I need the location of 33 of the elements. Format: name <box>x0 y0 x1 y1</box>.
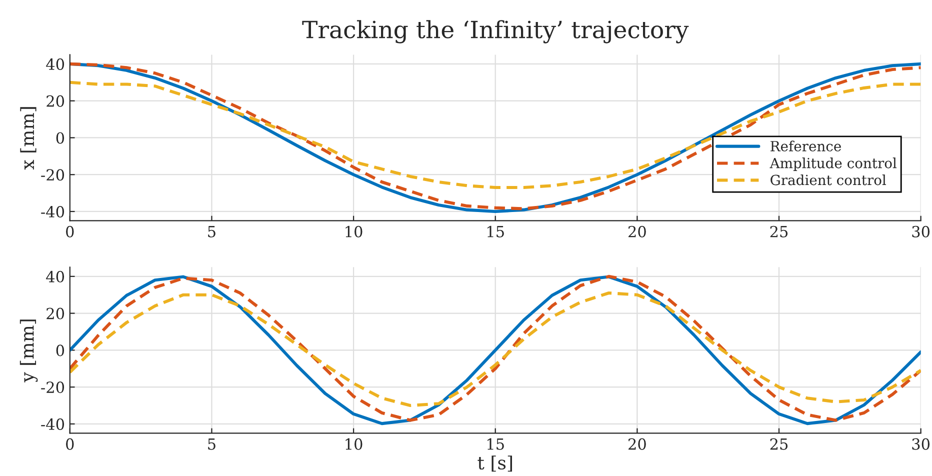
y-tick-label: 0 <box>56 344 64 356</box>
y-tick-label: 20 <box>46 95 64 107</box>
x-tick-label: 10 <box>346 438 362 450</box>
y-tick-label: 40 <box>46 270 64 282</box>
x-tick-label: 5 <box>208 226 216 238</box>
x-tick-label: 15 <box>488 226 504 238</box>
x-tick-label: 30 <box>912 438 930 450</box>
y-axis-title: y [mm] <box>20 320 38 382</box>
legend-label: Gradient control <box>770 174 886 186</box>
y-tick-label: -20 <box>41 382 64 394</box>
y-axis-title: x [mm] <box>20 107 36 170</box>
x-tick-label: 20 <box>628 226 646 238</box>
x-tick-label: 20 <box>628 438 646 450</box>
y-tick-label: -40 <box>41 206 64 218</box>
x-tick-label: 15 <box>488 438 504 450</box>
y-tick-label: -40 <box>41 418 64 430</box>
legend-label: Amplitude control <box>770 158 897 172</box>
y-tick-label: 20 <box>46 308 64 320</box>
x-axis-title: t [s] <box>478 456 512 472</box>
chart-title: Tracking the ‘Infinity’ trajectory <box>302 20 689 44</box>
line-series <box>70 291 921 408</box>
x-tick-label: 25 <box>770 438 788 450</box>
x-tick-label: 25 <box>770 226 788 238</box>
x-tick-label: 5 <box>208 438 216 450</box>
y-tick-label: -20 <box>41 169 64 181</box>
y-tick-label: 40 <box>46 58 64 70</box>
line-series <box>70 80 921 190</box>
y-tick-label: 0 <box>56 132 64 144</box>
legend-label: Reference <box>770 140 841 152</box>
x-tick-label: 10 <box>346 226 362 238</box>
x-tick-label: 0 <box>66 226 74 238</box>
x-tick-label: 0 <box>66 438 74 450</box>
x-tick-label: 30 <box>912 226 930 238</box>
